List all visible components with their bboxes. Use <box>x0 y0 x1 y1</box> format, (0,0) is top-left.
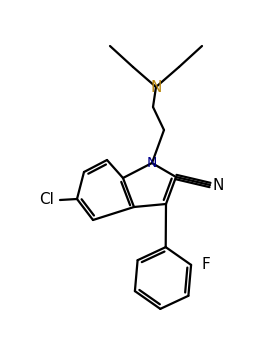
Text: Cl: Cl <box>40 193 54 207</box>
Text: N: N <box>212 178 224 193</box>
Text: F: F <box>201 257 210 273</box>
Text: N: N <box>150 80 162 95</box>
Text: N: N <box>147 156 157 170</box>
